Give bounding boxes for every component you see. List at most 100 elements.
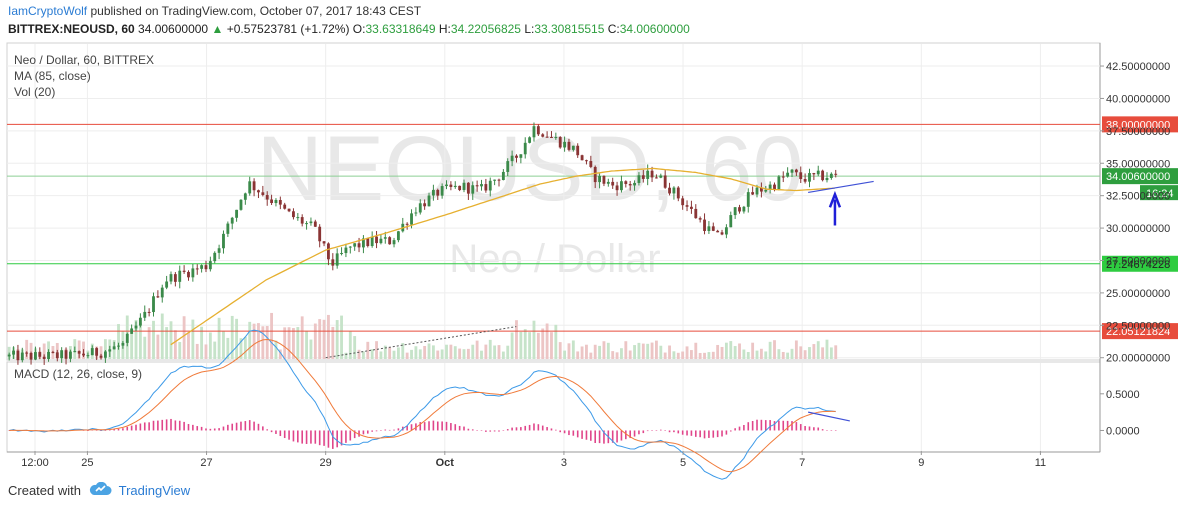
volume-bar: [217, 317, 221, 359]
tradingview-link[interactable]: TradingView: [118, 483, 191, 498]
macd-histogram-bar: [821, 429, 824, 431]
macd-histogram-bar: [826, 430, 828, 431]
macd-histogram-bar: [82, 430, 85, 431]
macd-pane-frame: [6, 361, 1101, 453]
candle-body: [42, 356, 46, 359]
author-link[interactable]: IamCryptoWolf: [8, 4, 88, 18]
macd-histogram-bar: [585, 430, 588, 440]
candle-body: [427, 195, 431, 207]
candle-body: [29, 352, 33, 360]
y-tick-label: 25.00000000: [1106, 288, 1170, 300]
candle-body: [497, 179, 501, 181]
candle-body: [711, 226, 715, 231]
watermark-symbol: NEOUSD, 60: [256, 118, 803, 220]
candle-body: [768, 184, 772, 190]
candle-body: [361, 238, 365, 248]
macd-histogram-bar: [620, 430, 623, 441]
macd-histogram-bar: [471, 429, 474, 431]
up-arrow-icon: ▲: [211, 22, 224, 36]
moving-average: [170, 167, 835, 346]
candle-body: [38, 352, 42, 357]
macd-histogram-bar: [122, 428, 124, 431]
macd-histogram-bar: [485, 430, 487, 432]
macd-histogram-bar: [458, 425, 461, 431]
candle-body: [707, 226, 711, 231]
macd-histogram-bar: [454, 424, 457, 431]
volume-bar: [327, 314, 330, 359]
macd-histogram-bar: [257, 423, 260, 431]
candle-body: [134, 325, 138, 329]
macd-histogram-bar: [305, 430, 308, 444]
macd-histogram-bar: [336, 430, 338, 448]
macd-histogram-bar: [528, 424, 531, 431]
volume-bar: [703, 352, 706, 359]
macd-histogram-bar: [196, 426, 199, 431]
volume-bar: [641, 343, 645, 359]
volume-bar: [117, 324, 120, 359]
volume-bar: [738, 343, 741, 359]
candle-body: [20, 352, 24, 361]
candle-body: [812, 173, 816, 175]
candle-body: [755, 187, 759, 195]
macd-histogram-bar: [830, 430, 833, 431]
candle-body: [663, 175, 667, 188]
volume-bar: [239, 338, 243, 359]
high-value: 34.22056825: [450, 22, 521, 36]
candle-body: [169, 274, 173, 282]
macd-histogram-bar: [633, 430, 636, 437]
volume-bar: [650, 342, 654, 359]
volume-bar: [523, 329, 527, 359]
macd-histogram-bar: [380, 430, 382, 431]
candle-body: [344, 247, 348, 254]
volume-bar: [716, 344, 720, 359]
candle-body: [195, 268, 199, 270]
candle-body: [799, 172, 803, 180]
volume-bar: [357, 349, 361, 359]
volume-bar: [571, 340, 575, 359]
volume-bar: [436, 350, 440, 359]
volume-bar: [379, 351, 383, 359]
volume-bar: [720, 346, 724, 359]
volume-bar: [773, 340, 776, 359]
candle-body: [698, 218, 702, 220]
macd-histogram-bar: [318, 430, 321, 446]
candle-body: [598, 175, 601, 183]
volume-bar: [152, 320, 155, 359]
volume-bar: [335, 320, 339, 359]
candle-body: [729, 215, 733, 228]
macd-histogram-bar: [283, 430, 286, 439]
candle-body: [138, 317, 142, 326]
macd-histogram-bar: [187, 424, 190, 431]
macd-histogram-bar: [218, 428, 220, 431]
macd-histogram-bar: [734, 428, 736, 431]
macd-histogram-bar: [660, 429, 662, 431]
macd-histogram-bar: [576, 430, 579, 438]
volume-bar: [816, 341, 820, 359]
macd-histogram-bar: [174, 420, 177, 431]
macd-y-tick-label: 0.5000: [1106, 389, 1140, 401]
volume-bar: [418, 349, 422, 359]
volume-bar: [287, 327, 291, 359]
macd-histogram-bar: [388, 429, 391, 431]
volume-bar: [375, 341, 378, 359]
legend-title: Neo / Dollar, 60, BITTREX: [14, 53, 154, 67]
macd-histogram-bar: [87, 430, 89, 431]
macd-histogram-bar: [441, 421, 443, 431]
macd-histogram-bar: [362, 430, 365, 435]
volume-bar: [191, 319, 195, 359]
candle-body: [51, 351, 55, 353]
candle-body: [523, 142, 527, 155]
macd-histogram-bar: [743, 424, 745, 431]
volume-bar: [99, 346, 103, 359]
volume-bar: [829, 347, 833, 359]
candle-body: [545, 136, 549, 138]
candle-body: [589, 161, 593, 167]
candle-body: [689, 206, 693, 209]
volume-bar: [519, 331, 523, 359]
volume-bar: [598, 345, 601, 359]
y-tick-label: 37.50000000: [1106, 126, 1170, 138]
macd-histogram-bar: [572, 430, 575, 436]
volume-bar: [668, 345, 671, 359]
candle-body: [681, 198, 685, 206]
